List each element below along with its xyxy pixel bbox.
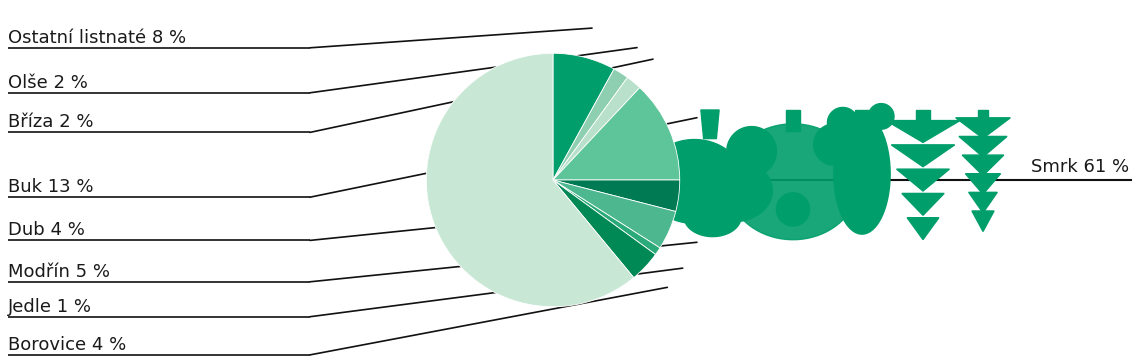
Polygon shape [969,192,997,213]
Text: Modřín 5 %: Modřín 5 % [8,263,110,281]
Polygon shape [907,218,939,239]
Polygon shape [645,140,744,224]
Polygon shape [814,124,855,165]
Polygon shape [827,107,858,138]
Polygon shape [972,211,994,231]
Text: Olše 2 %: Olše 2 % [8,74,88,92]
Wedge shape [553,69,628,180]
Polygon shape [958,136,1008,157]
Text: Buk 13 %: Buk 13 % [8,178,94,196]
Polygon shape [786,110,800,131]
Text: Dub 4 %: Dub 4 % [8,221,84,239]
Polygon shape [916,110,930,123]
Wedge shape [553,87,680,180]
Polygon shape [855,110,869,120]
Polygon shape [834,114,890,234]
Text: Bříza 2 %: Bříza 2 % [8,113,94,131]
Polygon shape [727,127,776,176]
Polygon shape [965,174,1001,194]
Polygon shape [956,118,1010,138]
Text: Borovice 4 %: Borovice 4 % [8,336,127,354]
Polygon shape [868,104,895,129]
Wedge shape [553,53,614,180]
Wedge shape [553,180,656,278]
Text: Ostatní listnaté 8 %: Ostatní listnaté 8 % [8,29,186,47]
Polygon shape [727,124,859,240]
Polygon shape [777,193,810,226]
Polygon shape [962,155,1004,176]
Polygon shape [701,110,719,139]
Polygon shape [901,193,944,215]
Polygon shape [849,202,875,228]
Wedge shape [553,180,675,248]
Wedge shape [427,53,633,307]
Polygon shape [978,110,988,120]
Polygon shape [887,121,960,143]
Polygon shape [891,145,955,167]
Text: Smrk 61 %: Smrk 61 % [1030,158,1128,176]
Text: Jedle 1 %: Jedle 1 % [8,298,92,316]
Polygon shape [695,159,772,222]
Wedge shape [553,180,680,212]
Polygon shape [897,169,949,191]
Wedge shape [553,180,659,255]
Polygon shape [685,197,742,237]
Wedge shape [553,77,640,180]
